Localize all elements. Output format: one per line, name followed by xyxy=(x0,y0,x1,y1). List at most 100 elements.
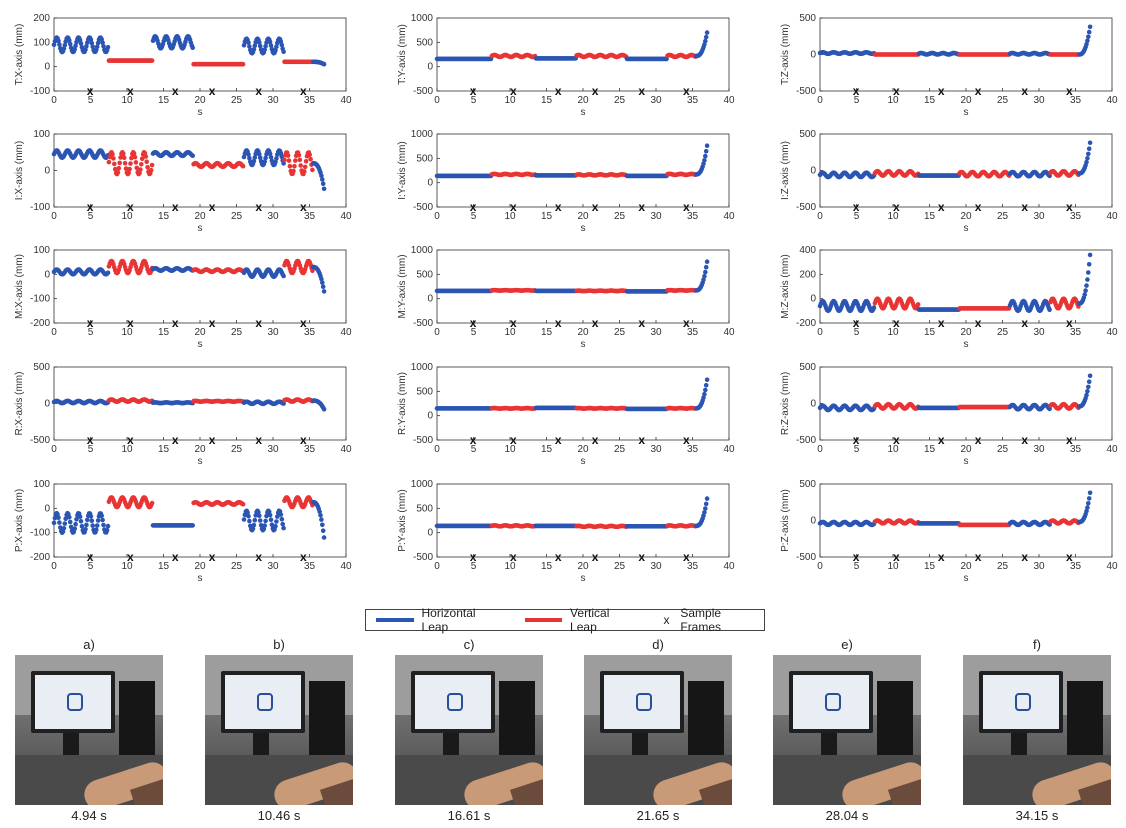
horizontal-leap-point xyxy=(89,40,95,46)
sample-frame-marker: x xyxy=(209,200,216,214)
vertical-leap-point xyxy=(240,61,246,67)
x-tick-label: 25 xyxy=(231,95,243,106)
horizontal-leap-point xyxy=(702,391,707,397)
vertical-leap-point xyxy=(117,160,122,166)
horizontal-leap-point xyxy=(105,270,111,276)
vertical-leap-point xyxy=(296,152,302,158)
x-axis-label: s xyxy=(198,456,203,467)
y-tick-label: 500 xyxy=(416,503,433,514)
axes-box xyxy=(819,249,1113,324)
x-axis-label: s xyxy=(198,339,203,350)
x-tick-label: 20 xyxy=(577,211,589,222)
x-tick-label: 35 xyxy=(1070,211,1082,222)
sample-frame-marker: x xyxy=(592,433,599,447)
sample-frame-marker: x xyxy=(127,433,134,447)
sample-frame-marker: x xyxy=(1021,84,1028,98)
x-axis-label: s xyxy=(581,107,586,118)
x-tick-label: 40 xyxy=(723,95,735,106)
horizontal-leap-point xyxy=(100,40,105,45)
horizontal-leap-point xyxy=(1086,146,1092,151)
horizontal-leap-point xyxy=(252,517,258,523)
x-tick-label: 10 xyxy=(504,211,516,222)
y-tick-label: 200 xyxy=(799,269,816,280)
vertical-leap-point xyxy=(285,153,291,158)
x-tick-label: 25 xyxy=(614,561,626,572)
y-tick-label: 0 xyxy=(810,399,816,410)
horizontal-leap-point xyxy=(252,155,258,160)
horizontal-leap-point xyxy=(246,513,251,519)
x-tick-label: 35 xyxy=(304,95,316,106)
axes-box xyxy=(436,483,730,558)
sample-frame-marker: x xyxy=(555,433,562,447)
horizontal-leap-point xyxy=(72,526,77,532)
sample-frame-marker: x xyxy=(938,433,945,447)
horizontal-leap-point xyxy=(703,269,708,275)
x-tick-label: 20 xyxy=(194,444,206,455)
horizontal-leap-point xyxy=(57,520,62,525)
y-tick-label: 1000 xyxy=(411,129,434,140)
horizontal-leap-point xyxy=(1083,288,1088,293)
sample-frame-marker: x xyxy=(172,84,179,98)
horizontal-leap-point xyxy=(1087,373,1093,379)
y-axis-label: M:Y-axis (mm) xyxy=(397,254,408,318)
x-tick-label: 40 xyxy=(340,95,352,106)
sample-frame-marker: x xyxy=(1021,433,1028,447)
y-tick-label: -200 xyxy=(30,318,50,329)
x-tick-label: 20 xyxy=(194,561,206,572)
y-tick-label: -100 xyxy=(30,86,50,97)
vertical-leap-point xyxy=(139,156,145,162)
sample-frame-marker: x xyxy=(510,84,517,98)
x-axis-label: s xyxy=(581,573,586,584)
y-tick-label: 0 xyxy=(427,178,433,189)
horizontal-leap-point xyxy=(321,535,327,540)
horizontal-leap-point xyxy=(56,515,61,521)
vertical-leap-point xyxy=(139,162,144,167)
horizontal-leap-point xyxy=(704,377,710,383)
horizontal-leap-point xyxy=(703,38,708,44)
horizontal-leap-point xyxy=(62,43,68,48)
sample-frame-marker: x xyxy=(853,316,860,330)
x-axis-label: s xyxy=(198,573,203,584)
sample-frame-marker: x xyxy=(510,550,517,564)
y-tick-label: -500 xyxy=(413,552,433,563)
vertical-leap-point xyxy=(106,159,112,165)
y-axis-label: P:Y-axis (mm) xyxy=(397,489,408,551)
sample-frame-marker: x xyxy=(1021,316,1028,330)
x-tick-label: 25 xyxy=(231,211,243,222)
x-tick-label: 25 xyxy=(231,561,243,572)
vertical-leap-point xyxy=(144,159,149,164)
sample-frame-marker: x xyxy=(209,550,216,564)
vertical-leap-point xyxy=(915,302,921,307)
horizontal-leap-point xyxy=(257,518,263,523)
sample-frame-marker: x xyxy=(975,200,982,214)
x-tick-label: 30 xyxy=(267,561,279,572)
vertical-leap-point xyxy=(115,170,121,175)
x-tick-label: 40 xyxy=(340,561,352,572)
axes-box xyxy=(436,249,730,324)
x-tick-label: 20 xyxy=(960,211,972,222)
horizontal-leap-point xyxy=(268,517,274,523)
x-tick-label: 25 xyxy=(614,327,626,338)
horizontal-leap-point xyxy=(1087,252,1093,258)
horizontal-leap-point xyxy=(268,154,274,160)
horizontal-leap-point xyxy=(241,517,247,522)
x-tick-label: 15 xyxy=(158,95,170,106)
horizontal-leap-point xyxy=(85,517,90,523)
sample-frame-marker: x xyxy=(300,550,307,564)
x-tick-label: 15 xyxy=(924,561,936,572)
sample-frame-marker: x xyxy=(87,550,94,564)
horizontal-leap-point xyxy=(1087,140,1093,146)
vertical-leap-point xyxy=(111,156,116,161)
x-axis-label: s xyxy=(964,107,969,118)
horizontal-leap-point xyxy=(83,527,88,532)
y-tick-label: 0 xyxy=(44,399,50,410)
x-tick-label: 30 xyxy=(650,561,662,572)
sample-frame-marker: x xyxy=(1066,316,1073,330)
vertical-leap-point xyxy=(303,159,309,164)
horizontal-leap-point xyxy=(279,516,285,522)
horizontal-leap-point xyxy=(281,49,286,54)
sample-frame-marker: x xyxy=(683,433,690,447)
x-tick-label: 10 xyxy=(504,95,516,106)
